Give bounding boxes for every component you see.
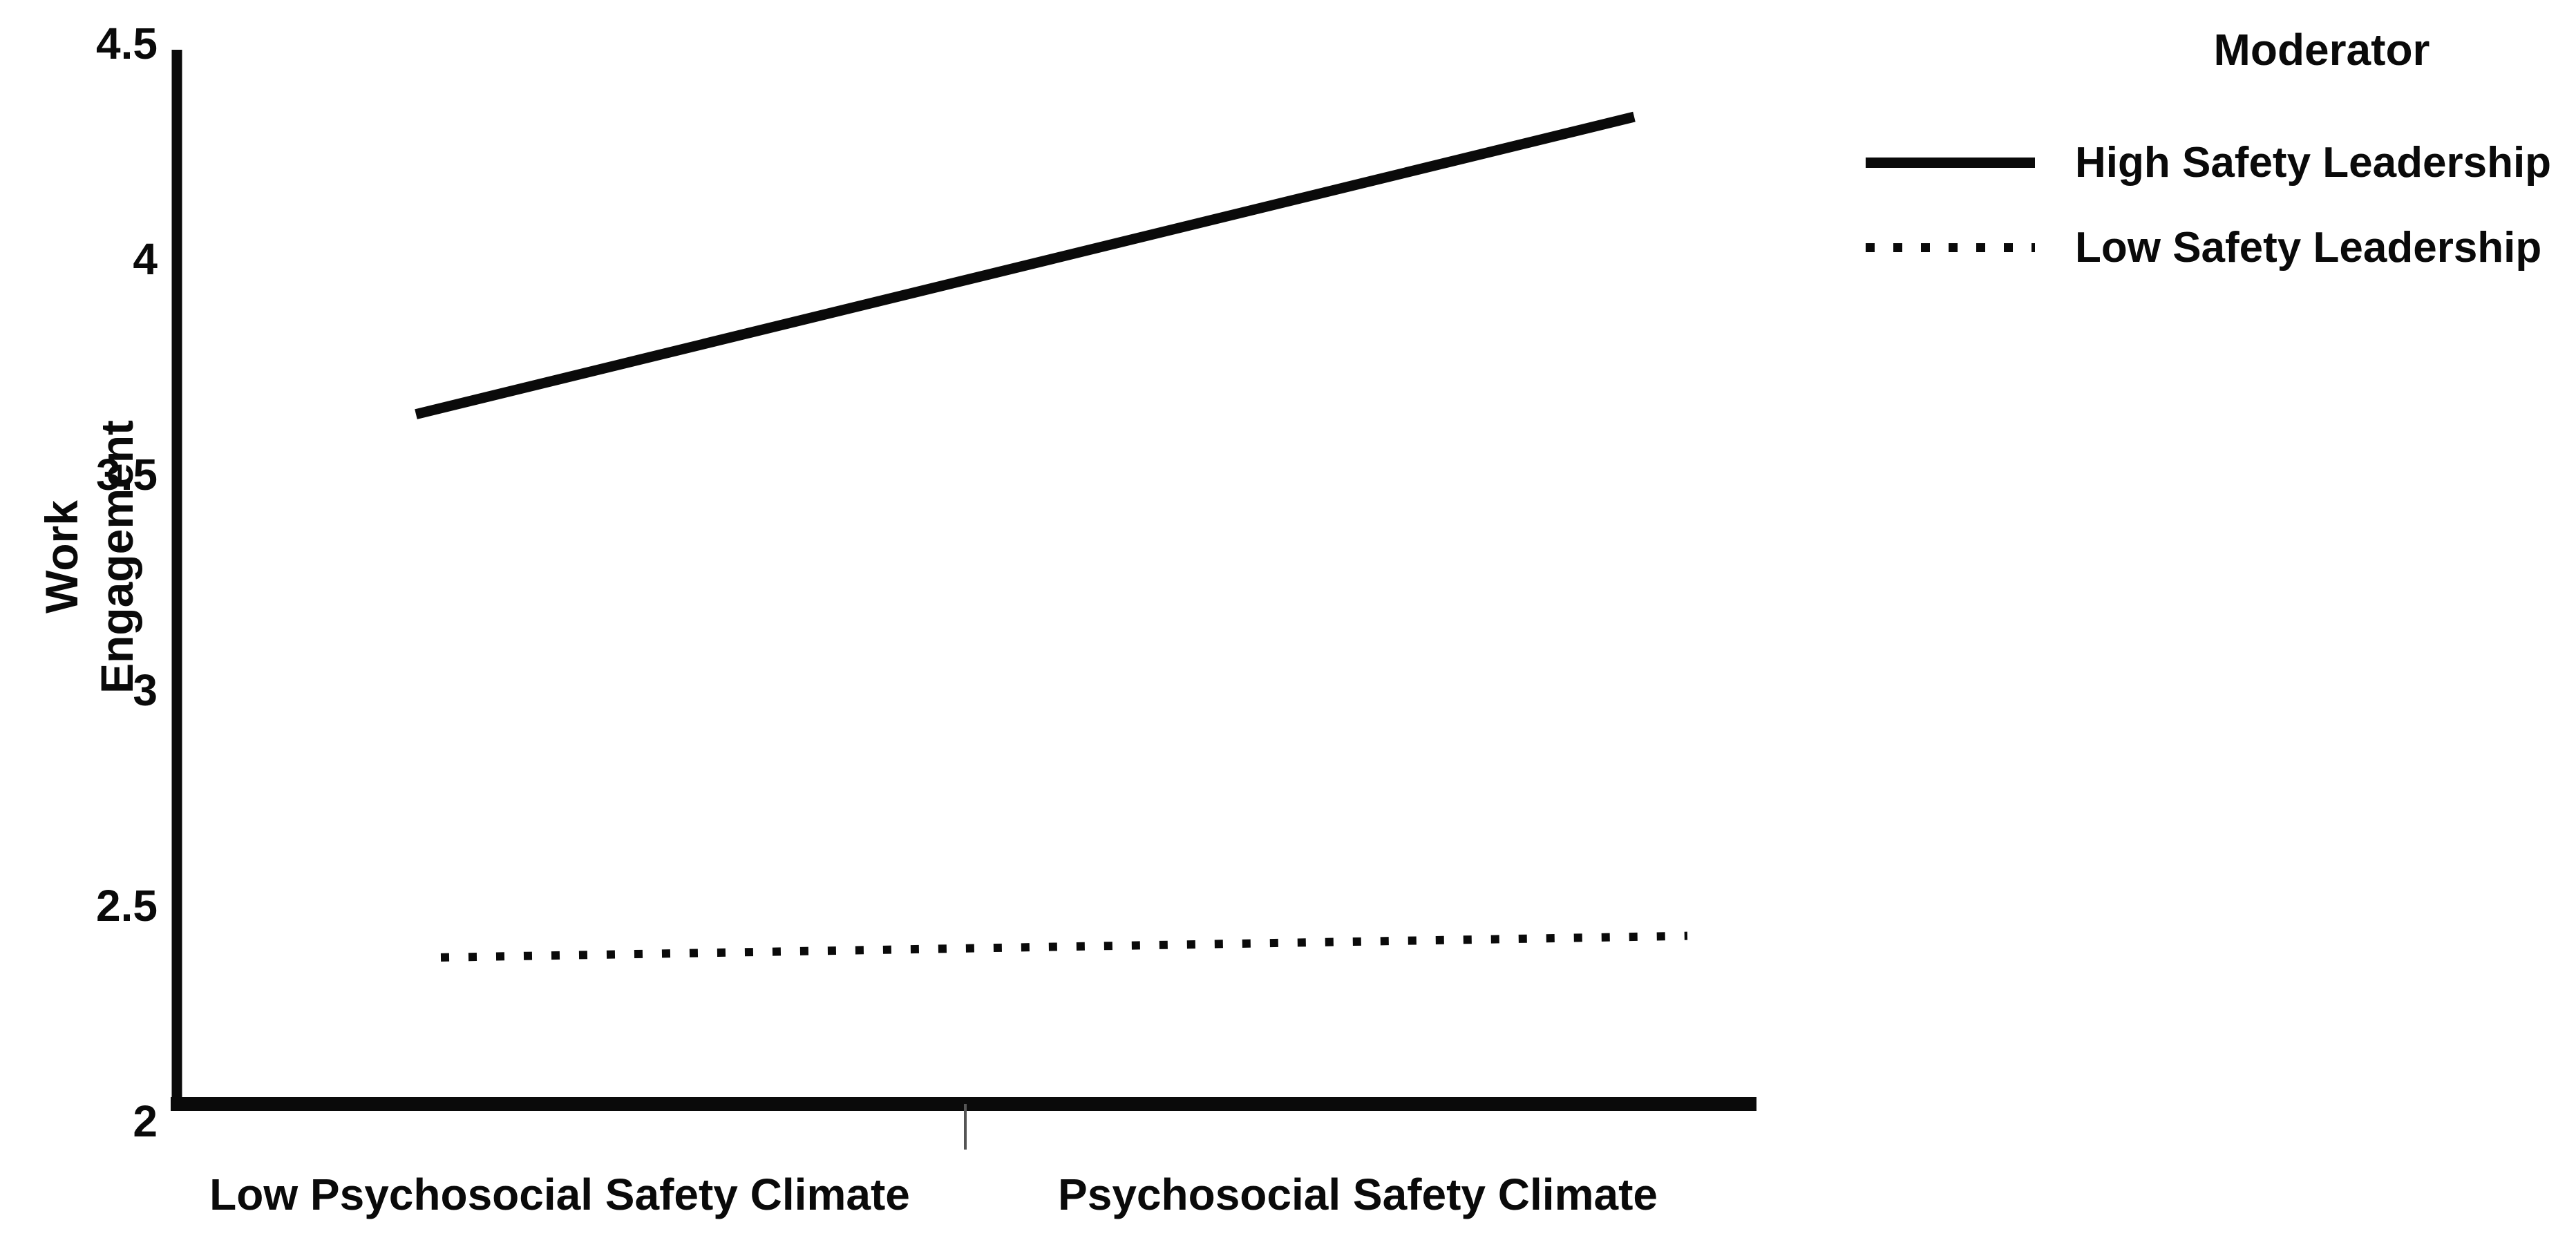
legend-item: Low Safety Leadership <box>1866 216 2541 278</box>
y-tick-label: 2 <box>133 1096 158 1146</box>
series-line-high <box>415 111 1636 419</box>
legend-item: High Safety Leadership <box>1866 131 2551 193</box>
y-tick-label: 3.5 <box>96 450 158 499</box>
solid-line-swatch-icon <box>1866 157 2035 168</box>
y-tick-label: 4 <box>133 234 158 284</box>
y-tick-label: 4.5 <box>96 19 158 68</box>
dotted-line-swatch-icon <box>1866 242 2035 252</box>
x-axis-label: Psychosocial Safety Climate <box>1058 1170 1658 1219</box>
x-axis-label: Low Psychosocial Safety Climate <box>209 1170 910 1219</box>
y-axis-title: Work Engagement <box>36 419 142 694</box>
y-tick-label: 3 <box>133 665 158 715</box>
legend-item-label: Low Safety Leadership <box>2075 223 2542 272</box>
series-line-low <box>440 931 1688 962</box>
legend-title: Moderator <box>2213 25 2430 75</box>
y-tick-label: 2.5 <box>96 881 158 931</box>
legend-item-label: High Safety Leadership <box>2075 138 2552 187</box>
